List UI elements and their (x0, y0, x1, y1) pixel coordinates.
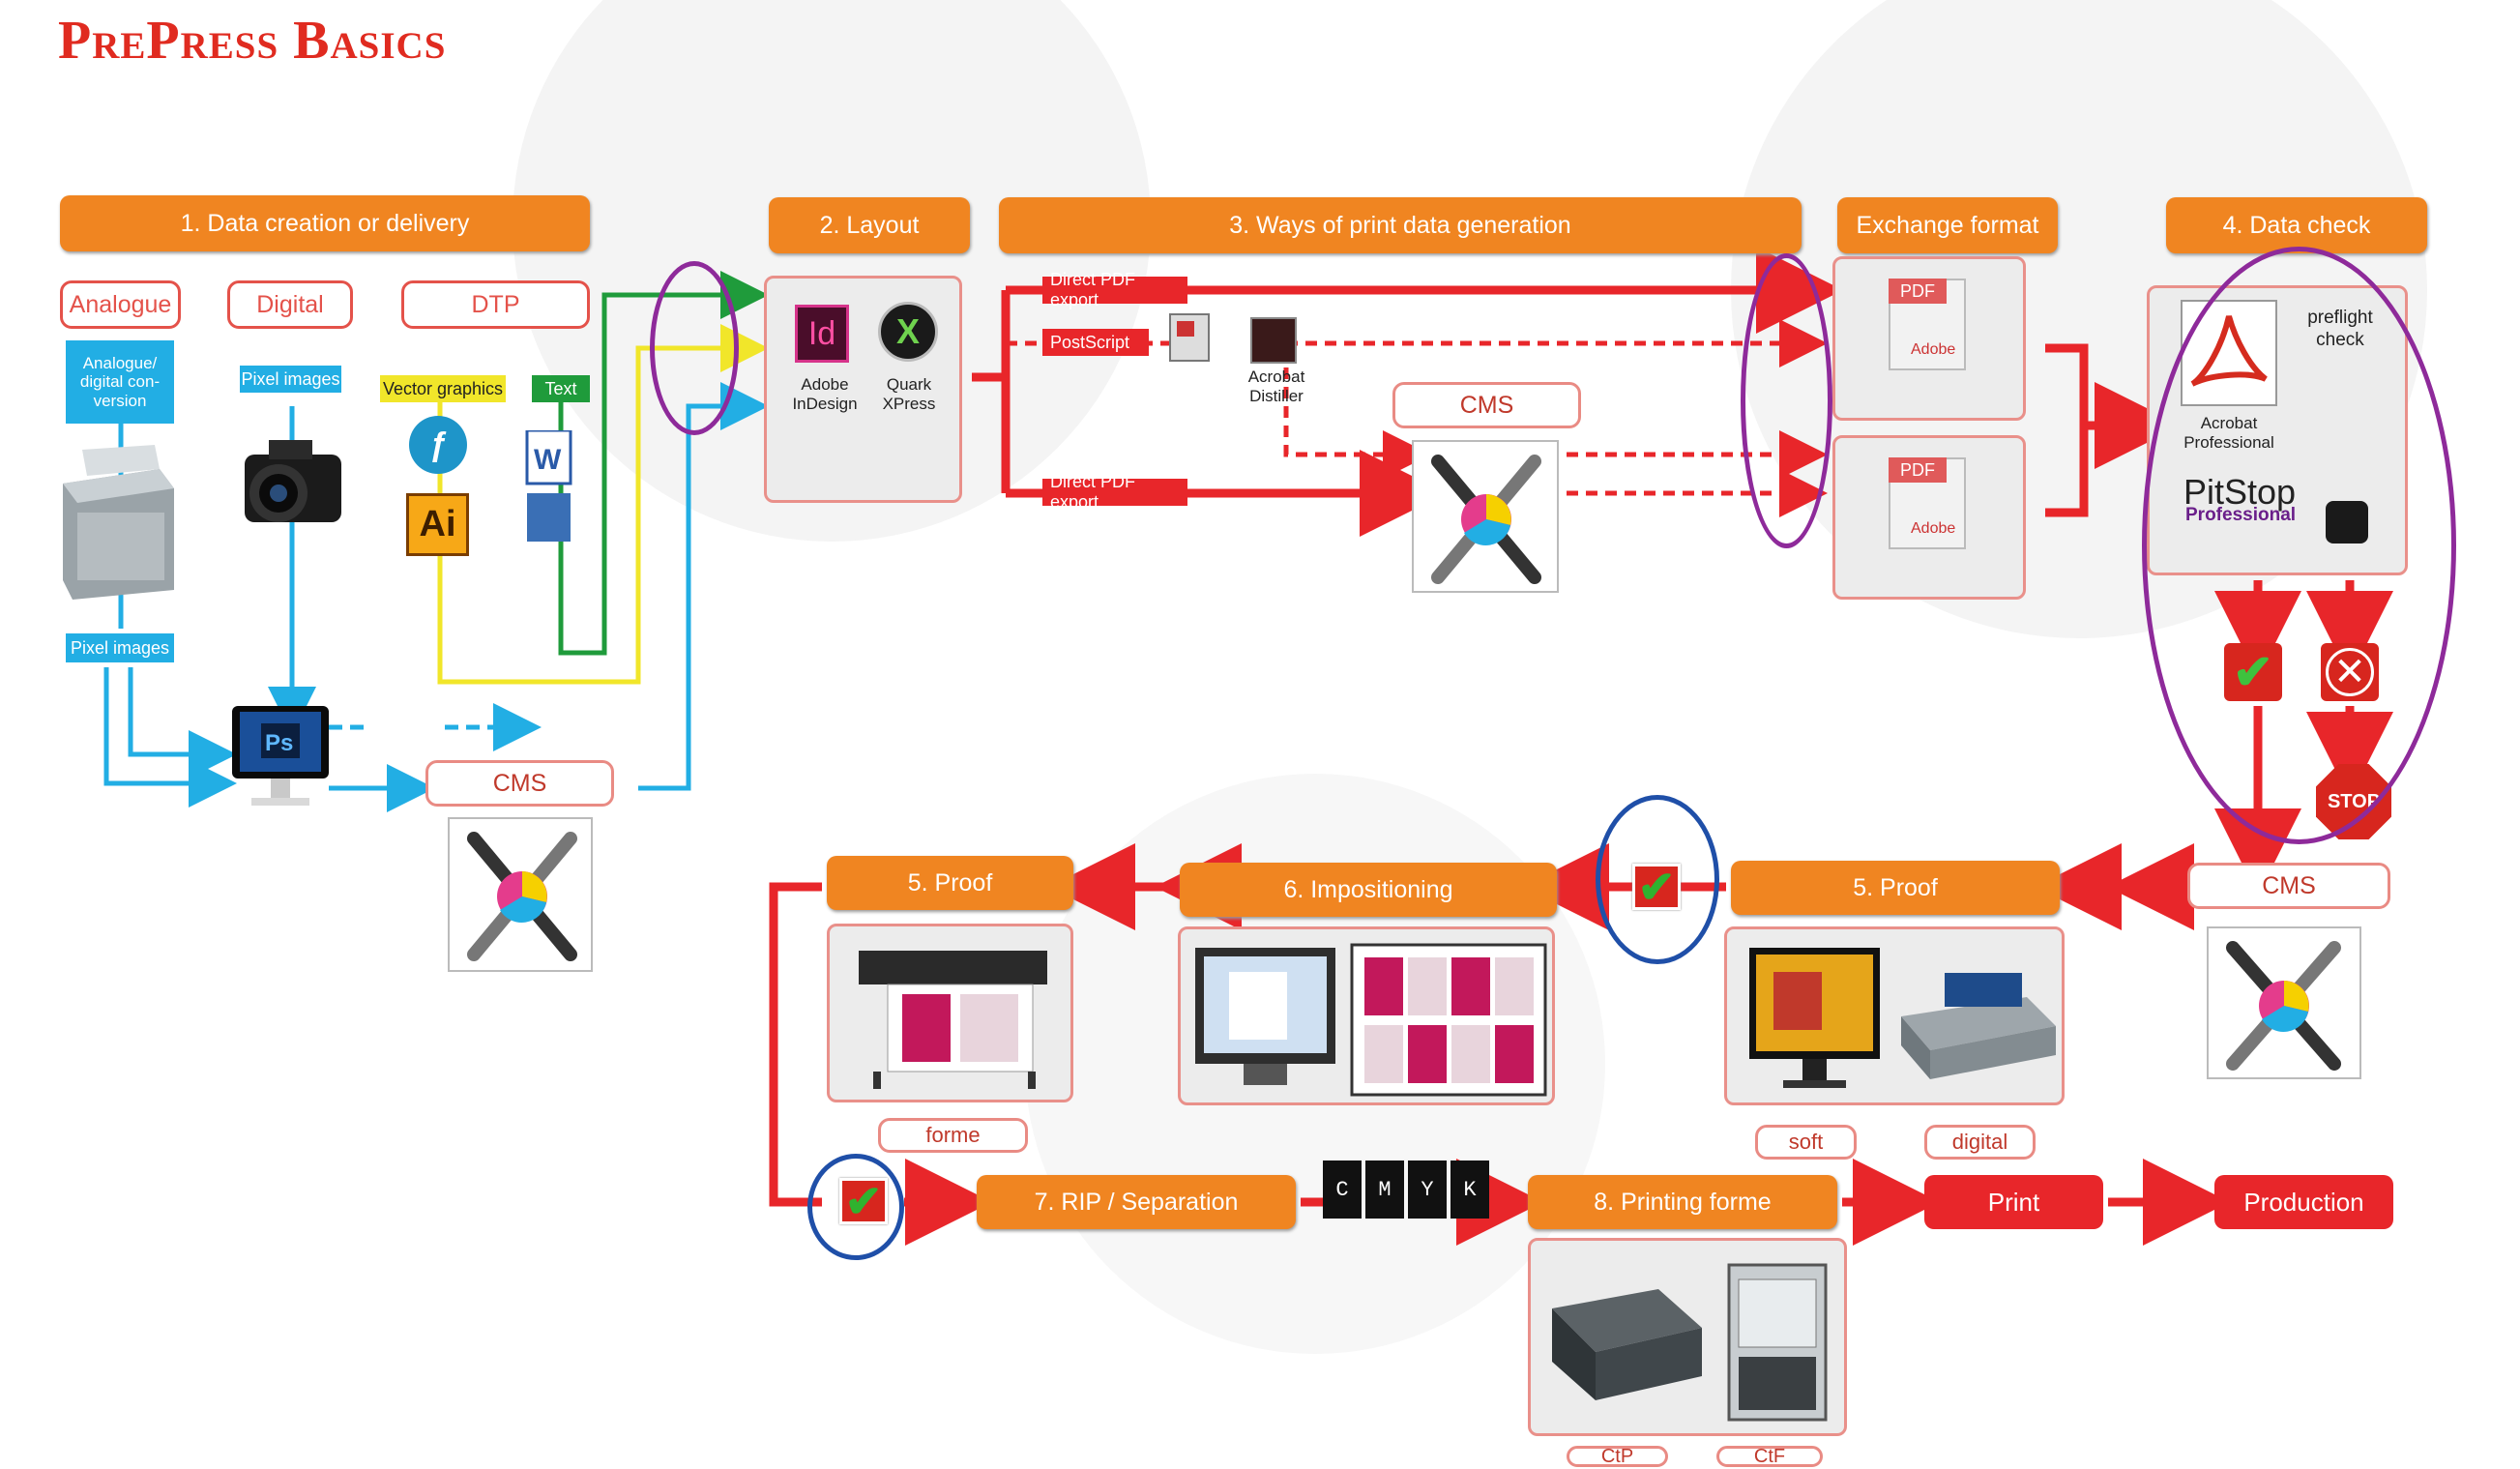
step3-header: 3. Ways of print data generation (999, 197, 1802, 253)
step6-impositioning-header: 6. Impositioning (1180, 863, 1557, 917)
direct-pdf-export-1: Direct PDF export (1042, 270, 1187, 309)
step1-header: 1. Data creation or delivery (60, 195, 590, 251)
preflight-check-label: preflight check (2307, 308, 2373, 350)
check-icon: ✔ (2224, 643, 2282, 701)
indesign-icon: Id (795, 305, 849, 363)
cmyk-y: Y (1408, 1161, 1447, 1219)
page-title: PrePress Basics (58, 11, 447, 71)
scanner-icon (63, 445, 174, 600)
ctf-label: CtF (1716, 1446, 1823, 1467)
production-box: Production (2214, 1175, 2393, 1229)
svg-text:Ps: Ps (265, 730, 293, 756)
analogue-conversion-label: Analogue/ digital con- version (66, 340, 174, 424)
acrobat-distiller-label: Acrobat Distiller (1247, 367, 1305, 406)
cmyk-k: K (1450, 1161, 1489, 1219)
step2-header: 2. Layout (769, 197, 970, 253)
proof-right-box (1724, 926, 2065, 1105)
check-icon-row3: ✔ (839, 1176, 888, 1226)
monitor-icon (1749, 948, 1880, 1088)
step8-printing-forme-header: 8. Printing forme (1528, 1175, 1837, 1229)
impositioning-box (1178, 926, 1555, 1105)
pitstop-sub-label: Professional (2185, 505, 2297, 525)
vector-graphics-label: Vector graphics (380, 375, 506, 402)
cms-middle-label: CMS (1392, 382, 1581, 428)
cms-tool-icon (448, 817, 593, 972)
pitstop-icon (2326, 501, 2368, 544)
direct-pdf-export-2: Direct PDF export (1042, 472, 1187, 512)
pdf-label: PDF (1889, 279, 1947, 304)
freehand-icon: ƒ (409, 416, 467, 474)
cms-right-label: CMS (2187, 863, 2390, 909)
plotter-icon (859, 951, 1047, 1089)
ctp-label: CtP (1567, 1446, 1668, 1467)
illustrator-icon: Ai (406, 493, 469, 556)
digital-proof-label: digital (1924, 1125, 2036, 1160)
imposition-sheet-icon (1350, 943, 1547, 1097)
step5-proof-left-header: 5. Proof (827, 856, 1073, 910)
text-label: Text (532, 375, 590, 402)
step7-rip-header: 7. RIP / Separation (977, 1175, 1296, 1229)
step4-header: 4. Data check (2166, 197, 2427, 253)
pixel-images-top-label: Pixel images (240, 366, 341, 393)
cmyk-strip: C M Y K (1323, 1161, 1493, 1219)
photoshop-monitor-icon: Ps (232, 706, 329, 806)
forme-label: forme (878, 1118, 1028, 1153)
pitstop-label: PitStop (2183, 472, 2297, 512)
exchange-format-header: Exchange format (1837, 197, 2058, 253)
adobe-label: Adobe (1911, 341, 1956, 358)
camera-icon (245, 440, 341, 522)
dtp-label: DTP (401, 280, 590, 329)
cmyk-c: C (1323, 1161, 1362, 1219)
ctf-device-icon (1727, 1263, 1828, 1422)
word-icon: W (525, 430, 572, 542)
pdf-label-2: PDF (1889, 457, 1947, 483)
adobe-label-2: Adobe (1911, 520, 1956, 537)
quark-label: Quark XPress (882, 375, 936, 414)
acrobat-icon (2181, 300, 2277, 406)
quark-icon: X (878, 302, 938, 362)
svg-text:W: W (534, 444, 562, 476)
cms-tool-icon-right (2207, 926, 2361, 1079)
soft-label: soft (1755, 1125, 1857, 1160)
indesign-label: Adobe InDesign (792, 375, 858, 414)
print-box: Print (1924, 1175, 2103, 1229)
ctp-device-icon (1552, 1289, 1702, 1400)
distiller-icon (1250, 317, 1297, 364)
cms-left-label: CMS (425, 760, 614, 807)
acrobat-professional-label: Acrobat Professional (2183, 414, 2274, 453)
cross-icon: ✕ (2321, 643, 2379, 701)
printing-forme-box (1528, 1238, 1847, 1436)
step5-proof-right-header: 5. Proof (1731, 861, 2060, 915)
postscript-label: PostScript (1042, 329, 1149, 356)
digital-label: Digital (227, 280, 353, 329)
analogue-label: Analogue (60, 280, 181, 329)
cms-tool-icon-middle (1412, 440, 1559, 593)
pdf-box-1: PDF Adobe (1832, 256, 2026, 421)
pdf-box-2: PDF Adobe (1832, 435, 2026, 600)
proof-left-box (827, 924, 1073, 1102)
check-icon-row2: ✔ (1632, 862, 1681, 912)
pixel-images-bottom-label: Pixel images (66, 633, 174, 662)
printer-icon (1901, 973, 2056, 1079)
postscript-file-icon (1169, 313, 1210, 362)
cmyk-m: M (1365, 1161, 1404, 1219)
imposition-monitor-icon (1195, 948, 1335, 1085)
stop-sign-icon: STOP (2316, 764, 2391, 839)
